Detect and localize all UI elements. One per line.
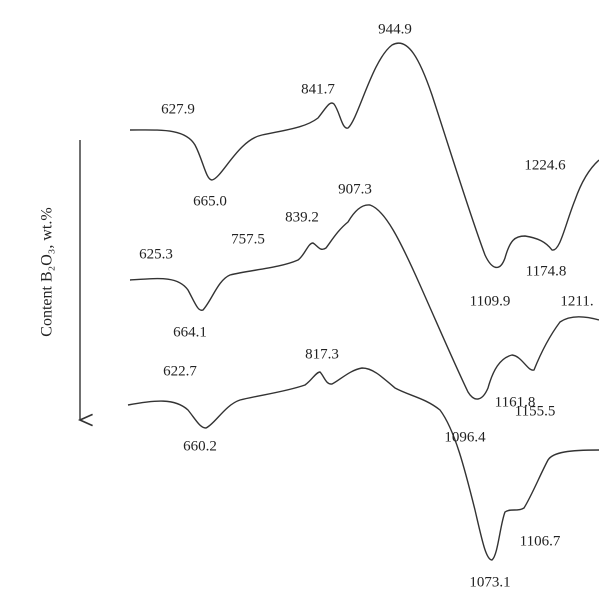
peak-label: 660.2	[183, 438, 217, 454]
peak-label: 1106.7	[520, 533, 561, 549]
peak-label: 1224.6	[524, 157, 566, 173]
peak-label: 627.9	[161, 101, 195, 117]
peak-label: 907.3	[338, 181, 372, 197]
spectrum-curve	[129, 204, 599, 400]
peak-label: 841.7	[301, 81, 335, 97]
peak-label: 1161.8	[495, 394, 536, 410]
peak-label: 1109.9	[470, 293, 511, 309]
peak-label: 839.2	[285, 209, 319, 225]
peak-label: 757.5	[231, 231, 265, 247]
peak-label: 817.3	[305, 346, 339, 362]
peak-label: 664.1	[173, 324, 207, 340]
peak-label: 1096.4	[444, 429, 486, 445]
peak-label: 944.9	[378, 21, 412, 37]
peak-label: 625.3	[139, 246, 173, 262]
peak-label: 622.7	[163, 363, 197, 379]
peak-label: 665.0	[193, 193, 227, 209]
axis-label: Content B₂O₃, wt.%	[39, 207, 56, 336]
peak-label: 1211.	[560, 293, 593, 309]
peak-label: 1174.8	[526, 263, 567, 279]
spectrum-curve	[127, 367, 599, 561]
peak-label: 1155.5	[515, 403, 556, 419]
peak-label: 1073.1	[469, 574, 510, 590]
peak-labels: 944.9 841.7 627.9 665.0 1224.6 1174.8 1109.9 90…	[139, 21, 593, 590]
spectrum-curve	[129, 42, 599, 269]
